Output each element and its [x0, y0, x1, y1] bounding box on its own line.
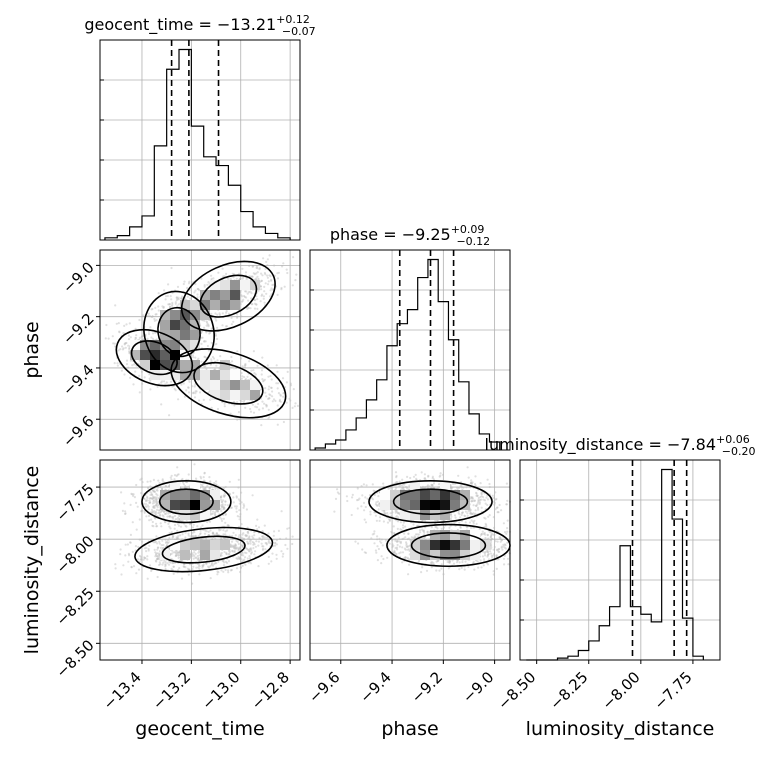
joint-panel-geocent_time-luminosity_distance — [99, 459, 301, 661]
density-cells — [160, 480, 230, 560]
y-tick-label: −7.75 — [52, 480, 97, 525]
y-tick-label: −8.25 — [52, 584, 97, 629]
y-axis-label-luminosity_distance: luminosity_distance — [21, 466, 43, 655]
contour — [180, 260, 276, 332]
panel-frame — [519, 459, 721, 661]
title-main: geocent_time = −13.21 — [84, 15, 276, 35]
x-tick-label: −9.0 — [459, 668, 497, 706]
x-tick-label: −7.75 — [651, 668, 696, 713]
joint-panel-phase-luminosity_distance — [309, 459, 512, 661]
contour — [130, 340, 178, 376]
contour — [115, 328, 194, 387]
y-tick-label: −9.2 — [59, 310, 97, 348]
title-minus: −0.12 — [456, 235, 490, 248]
histogram-geocent_time — [104, 48, 291, 240]
contour — [158, 488, 214, 515]
contour — [368, 480, 493, 524]
x-tick-label: −8.00 — [598, 668, 643, 713]
hist-panel-geocent_time: geocent_time = −13.21+0.12 −0.07 — [84, 13, 316, 241]
hist-panel-luminosity_distance: luminosity_distance = −7.84+0.06 −0.20 — [485, 433, 756, 661]
y-tick-label: −8.50 — [52, 636, 97, 681]
joint-panel-geocent_time-phase — [99, 249, 301, 451]
y-axis-label-phase: phase — [21, 321, 43, 378]
contour — [134, 526, 274, 573]
panel-frame — [99, 459, 301, 661]
contour — [170, 348, 287, 419]
title-plus: +0.09 — [451, 223, 485, 236]
title-plus: +0.12 — [276, 13, 310, 26]
histogram-luminosity_distance — [526, 468, 704, 661]
x-tick-label: −12.8 — [248, 668, 293, 713]
title-minus: −0.20 — [722, 445, 756, 458]
x-tick-label: −9.6 — [305, 668, 343, 706]
panel-background — [310, 250, 510, 450]
x-tick-label: −9.4 — [356, 668, 394, 706]
contour — [199, 274, 258, 318]
y-tick-label: −9.4 — [59, 361, 97, 399]
x-axis-label-luminosity_distance: luminosity_distance — [526, 718, 715, 740]
contour — [410, 532, 487, 559]
panel-frame — [309, 249, 511, 451]
panel-frame — [99, 249, 301, 451]
x-tick-label: −8.50 — [494, 668, 539, 713]
panel-frame — [309, 459, 511, 661]
x-axis-label-phase: phase — [381, 718, 438, 740]
x-tick-label: −9.2 — [408, 668, 446, 706]
contour — [161, 535, 246, 564]
x-axis-label-geocent_time: geocent_time — [135, 718, 264, 740]
contour — [193, 361, 264, 405]
x-tick-label: −13.2 — [149, 668, 194, 713]
panel-background — [100, 40, 300, 240]
title-plus: +0.06 — [716, 433, 750, 446]
title-main: phase = −9.25 — [330, 225, 451, 244]
x-tick-label: −8.25 — [546, 668, 591, 713]
contour — [157, 306, 201, 358]
panel-title-luminosity_distance: luminosity_distance = −7.84+0.06 −0.20 — [485, 433, 756, 458]
x-tick-label: −13.0 — [198, 668, 243, 713]
y-tick-label: −8.00 — [52, 532, 97, 577]
y-tick-label: −9.0 — [59, 258, 97, 296]
title-minus: −0.07 — [282, 25, 316, 38]
panel-frame — [99, 39, 301, 241]
title-main: luminosity_distance = −7.84 — [485, 435, 716, 455]
contour — [392, 488, 469, 515]
panel-title-phase: phase = −9.25+0.09 −0.12 — [330, 223, 490, 248]
hist-panel-phase: phase = −9.25+0.09 −0.12 — [309, 223, 511, 451]
histogram-phase — [314, 258, 501, 450]
y-tick-label: −9.6 — [59, 412, 97, 450]
x-tick-label: −13.4 — [100, 668, 145, 713]
contour — [141, 480, 232, 524]
panel-title-geocent_time: geocent_time = −13.21+0.12 −0.07 — [84, 13, 315, 38]
density-cells — [130, 280, 260, 400]
